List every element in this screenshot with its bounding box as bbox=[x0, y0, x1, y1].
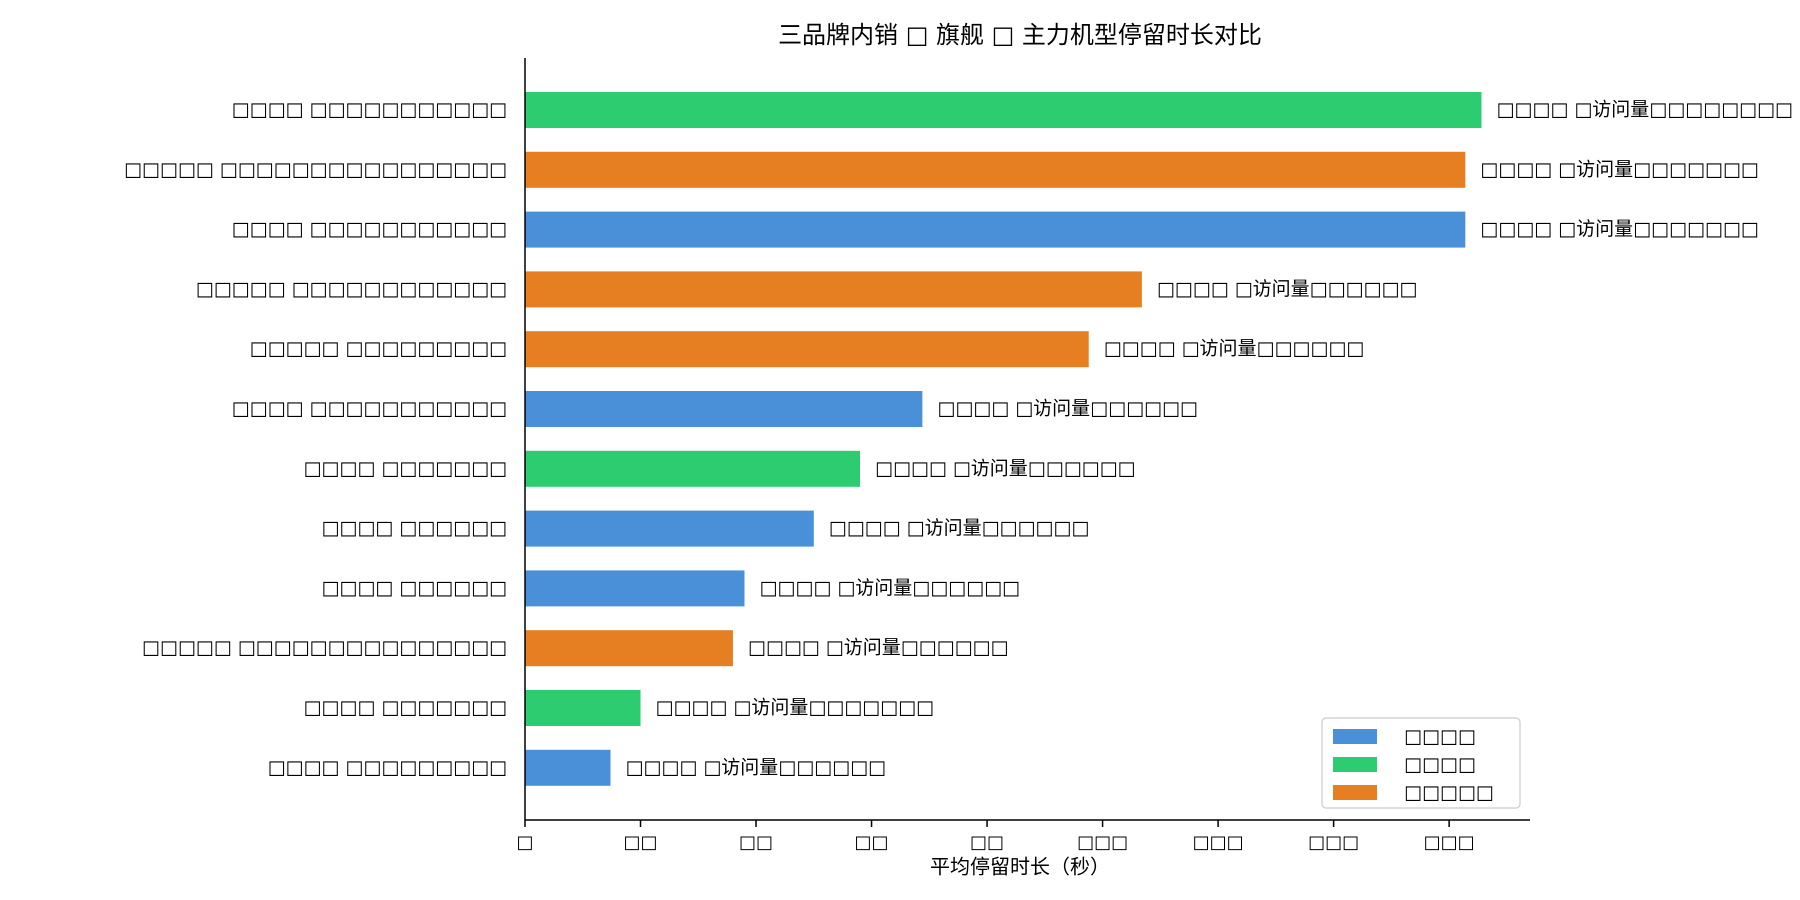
data-label: □□□□ □访问量□□□□□□ bbox=[748, 637, 1009, 659]
legend-label: □□□□□ bbox=[1404, 782, 1494, 804]
data-label: □□□□ □访问量□□□□□□□ bbox=[1480, 158, 1758, 180]
category-label: □□□□ □□□□□□□□□□□ bbox=[232, 99, 507, 121]
data-label: □□□□ □访问量□□□□□□□ bbox=[1480, 218, 1758, 240]
legend-swatch bbox=[1333, 785, 1377, 800]
data-label: □□□□ □访问量□□□□□□ bbox=[875, 457, 1136, 479]
x-tick-label: □□□ bbox=[1308, 832, 1359, 853]
category-label: □□□□ □□□□□□□□□□□ bbox=[232, 218, 507, 240]
bar bbox=[525, 151, 1466, 188]
x-tick-label: □□ bbox=[624, 832, 658, 853]
category-label: □□□□ □□□□□□ bbox=[321, 517, 507, 539]
category-label: □□□□□ □□□□□□□□□□□□□□□ bbox=[142, 637, 507, 659]
x-tick-label: □□□ bbox=[1193, 832, 1244, 853]
category-label: □□□□ □□□□□□□ bbox=[303, 697, 507, 719]
data-label: □□□□ □访问量□□□□□□□□ bbox=[1496, 99, 1792, 121]
category-label: □□□□□ □□□□□□□□□□□□ bbox=[196, 278, 507, 300]
bar bbox=[525, 391, 923, 427]
x-tick-label: □□□ bbox=[1077, 832, 1128, 853]
data-label: □□□□ □访问量□□□□□□ bbox=[829, 517, 1090, 539]
data-label: □□□□ □访问量□□□□□□ bbox=[759, 577, 1020, 599]
category-labels: □□□□ □□□□□□□□□□□□□□□□ □□□□□□□□□□□□□□□□□□… bbox=[124, 99, 507, 779]
chart-title: 三品牌内销 □ 旗舰 □ 主力机型停留时长对比 bbox=[778, 21, 1262, 49]
bar bbox=[525, 510, 814, 547]
data-label: □□□□ □访问量□□□□□□ bbox=[1104, 338, 1365, 360]
data-label: □□□□ □访问量□□□□□□ bbox=[1157, 278, 1418, 300]
x-tick-label: □ bbox=[516, 832, 533, 853]
bar bbox=[525, 331, 1089, 368]
bar bbox=[525, 690, 641, 726]
legend-label: □□□□ bbox=[1404, 754, 1476, 776]
bar bbox=[525, 450, 860, 487]
category-label: □□□□□ □□□□□□□□□ bbox=[250, 338, 507, 360]
bar bbox=[525, 211, 1466, 248]
bar bbox=[525, 92, 1482, 128]
category-label: □□□□□ □□□□□□□□□□□□□□□□ bbox=[124, 158, 507, 180]
legend-label: □□□□ bbox=[1404, 726, 1476, 748]
x-tick-label: □□ bbox=[739, 832, 773, 853]
category-label: □□□□ □□□□□□ bbox=[321, 577, 507, 599]
x-tick-label: □□ bbox=[855, 832, 889, 853]
data-label: □□□□ □访问量□□□□□□□ bbox=[656, 697, 934, 719]
x-axis-ticks: □ □□ □□ □□ □□ □□□ □□□ □□□ □□□ bbox=[516, 820, 1475, 853]
bar bbox=[525, 570, 745, 607]
bar bbox=[525, 749, 611, 786]
legend-swatch bbox=[1333, 729, 1377, 744]
category-label: □□□□ □□□□□□□ bbox=[303, 457, 507, 479]
data-labels: □□□□ □访问量□□□□□□□□ □□□□ □访问量□□□□□□□ □□□□ □访… bbox=[625, 99, 1792, 779]
category-label: □□□□ □□□□□□□□□□□ bbox=[232, 398, 507, 420]
legend: □□□□□□□□□□□□□ bbox=[1321, 717, 1521, 809]
data-label: □□□□ □访问量□□□□□□ bbox=[937, 398, 1198, 420]
category-label: □□□□ □□□□□□□□□ bbox=[268, 756, 507, 778]
data-label: □□□□ □访问量□□□□□□ bbox=[625, 756, 886, 778]
bar bbox=[525, 630, 733, 667]
x-tick-label: □□ bbox=[970, 832, 1004, 853]
x-axis-label: 平均停留时长（秒） bbox=[930, 855, 1110, 879]
bar bbox=[525, 271, 1142, 308]
bars-group bbox=[525, 92, 1482, 786]
legend-swatch bbox=[1333, 757, 1377, 772]
x-tick-label: □□□ bbox=[1424, 832, 1475, 853]
